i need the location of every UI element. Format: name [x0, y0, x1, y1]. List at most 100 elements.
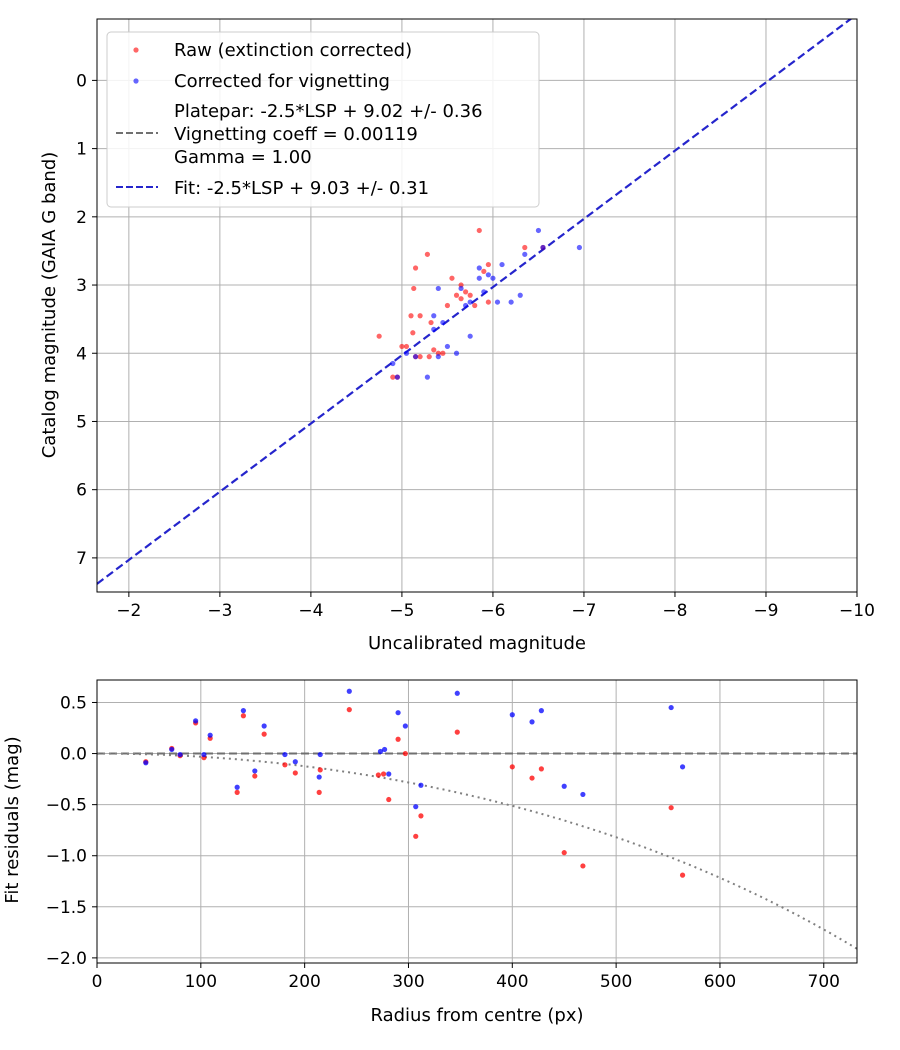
corrected-point — [467, 333, 473, 339]
corrected-point — [317, 751, 323, 758]
corrected-point — [431, 326, 437, 332]
legend: Raw (extinction corrected) Corrected for… — [106, 31, 540, 208]
raw-point — [561, 850, 567, 856]
raw-point — [346, 707, 352, 713]
raw-point — [403, 343, 410, 350]
legend-platepar-label-line3: Gamma = 1.00 — [174, 147, 312, 168]
x-tick-label: 600 — [704, 972, 736, 992]
corrected-point — [476, 275, 482, 281]
bottom-y-axis-ticks: 0.5 0.0 −0.5 −1.0 −1.5 −2.0 — [46, 693, 97, 969]
legend-raw-marker — [133, 47, 139, 53]
top-plot-area — [97, 19, 853, 585]
y-tick-label: −1.0 — [46, 847, 87, 867]
raw-point — [411, 285, 417, 292]
raw-point — [449, 275, 455, 281]
corrected-point — [316, 774, 322, 780]
raw-point — [240, 713, 246, 719]
raw-point — [453, 292, 460, 298]
legend-corrected-marker — [133, 78, 139, 84]
corrected-point — [240, 708, 246, 714]
raw-point — [413, 833, 419, 839]
corrected-point — [413, 804, 419, 810]
corrected-point — [481, 289, 487, 295]
corrected-point — [453, 350, 460, 356]
raw-point — [412, 265, 419, 271]
x-tick-label: −9 — [753, 601, 778, 621]
corrected-point — [476, 265, 482, 271]
raw-point — [440, 350, 446, 356]
raw-point — [317, 767, 323, 773]
x-tick-label: −2 — [116, 601, 141, 621]
y-tick-label: 7 — [76, 549, 87, 569]
corrected-point — [252, 768, 258, 774]
corrected-point — [517, 292, 523, 298]
bottom-axes-frame — [96, 679, 858, 964]
bottom-x-axis-label: Radius from centre (px) — [370, 1005, 583, 1026]
x-tick-label: 700 — [808, 972, 840, 992]
y-tick-label: 2 — [76, 208, 87, 228]
corrected-point — [440, 319, 446, 326]
corrected-point — [282, 751, 288, 758]
x-tick-label: 100 — [185, 972, 217, 992]
raw-point — [395, 736, 401, 742]
raw-point — [316, 789, 322, 795]
corrected-point — [193, 718, 199, 724]
raw-point — [426, 354, 432, 360]
corrected-point — [522, 251, 528, 257]
top-x-axis-ticks: −2 −3 −4 −5 −6 −7 −8 −9 −10 — [116, 592, 875, 621]
corrected-point — [580, 791, 586, 798]
top-axes-frame — [96, 18, 858, 593]
residuals-plot: 0 100 200 300 400 500 600 700 0.5 0.0 −0.5 −1.0 −1.… — [2, 679, 858, 1026]
corrected-point — [490, 275, 496, 281]
raw-point — [458, 296, 464, 302]
corrected-point — [540, 244, 546, 251]
x-tick-label: −10 — [839, 601, 875, 621]
raw-point — [472, 302, 478, 309]
raw-point — [485, 299, 491, 305]
corrected-point — [261, 723, 267, 729]
corrected-point — [485, 272, 491, 278]
y-tick-label: −1.5 — [46, 898, 87, 918]
corrected-point — [435, 354, 441, 360]
corrected-point — [679, 764, 686, 770]
corrected-point — [454, 690, 460, 696]
raw-point — [424, 251, 430, 257]
corrected-point — [508, 299, 514, 305]
raw-point — [282, 762, 288, 768]
top-y-axis-ticks: 0 1 2 3 4 5 6 7 — [76, 71, 97, 569]
bottom-grid — [96, 680, 857, 963]
bottom-x-axis-ticks: 0 100 200 300 400 500 600 700 — [92, 963, 840, 992]
raw-point — [679, 872, 686, 878]
corrected-point — [458, 285, 464, 292]
x-tick-label: 500 — [600, 972, 632, 992]
vignetting-curve — [97, 752, 857, 950]
corrected-point — [386, 771, 392, 777]
corrected-point — [668, 704, 674, 711]
corrected-point — [403, 350, 410, 356]
raw-point — [509, 764, 515, 770]
corrected-point — [234, 784, 240, 790]
corrected-point — [143, 760, 149, 766]
corrected-point — [431, 313, 437, 319]
raw-point — [252, 773, 258, 779]
y-tick-label: 6 — [76, 481, 87, 501]
raw-point — [417, 354, 423, 360]
raw-point — [481, 268, 487, 274]
corrected-point — [402, 723, 408, 729]
raw-point — [261, 731, 267, 737]
corrected-point — [561, 783, 567, 789]
y-tick-label: 0.0 — [60, 745, 87, 765]
corrected-point — [576, 244, 582, 251]
y-tick-label: 4 — [76, 344, 87, 364]
raw-point — [375, 772, 381, 778]
corrected-point — [467, 299, 473, 305]
corrected-point — [538, 708, 544, 714]
y-tick-label: 0 — [76, 71, 87, 91]
corrected-point — [377, 748, 384, 755]
y-tick-label: 0.5 — [60, 693, 87, 713]
corrected-point — [395, 710, 401, 716]
legend-box — [106, 31, 540, 208]
y-tick-label: 5 — [76, 412, 87, 432]
corrected-point — [390, 360, 396, 367]
x-tick-label: 0 — [92, 972, 103, 992]
